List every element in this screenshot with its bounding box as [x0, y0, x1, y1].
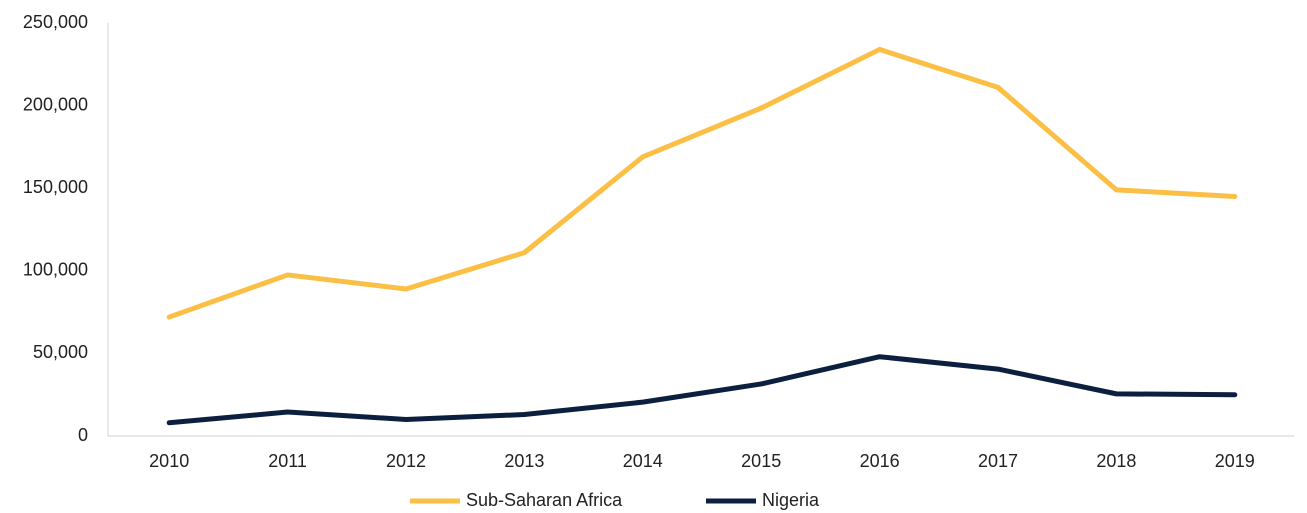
x-tick-label: 2012: [386, 451, 426, 471]
x-tick-label: 2019: [1215, 451, 1255, 471]
x-tick-label: 2013: [504, 451, 544, 471]
y-tick-label: 100,000: [23, 260, 88, 280]
x-tick-label: 2016: [860, 451, 900, 471]
x-tick-label: 2014: [623, 451, 663, 471]
legend-label: Sub-Saharan Africa: [466, 490, 623, 510]
y-tick-label: 0: [78, 425, 88, 445]
series-line: [166, 354, 1238, 426]
x-tick-label: 2011: [268, 451, 307, 471]
legend-label: Nigeria: [762, 490, 820, 510]
x-tick-label: 2017: [978, 451, 1018, 471]
x-tick-label: 2018: [1096, 451, 1136, 471]
y-tick-label: 200,000: [23, 94, 88, 114]
y-tick-label: 250,000: [23, 12, 88, 32]
y-tick-label: 50,000: [33, 342, 88, 362]
series-line: [166, 46, 1238, 320]
x-tick-label: 2010: [149, 451, 189, 471]
y-tick-label: 150,000: [23, 177, 88, 197]
x-tick-label: 2015: [741, 451, 781, 471]
